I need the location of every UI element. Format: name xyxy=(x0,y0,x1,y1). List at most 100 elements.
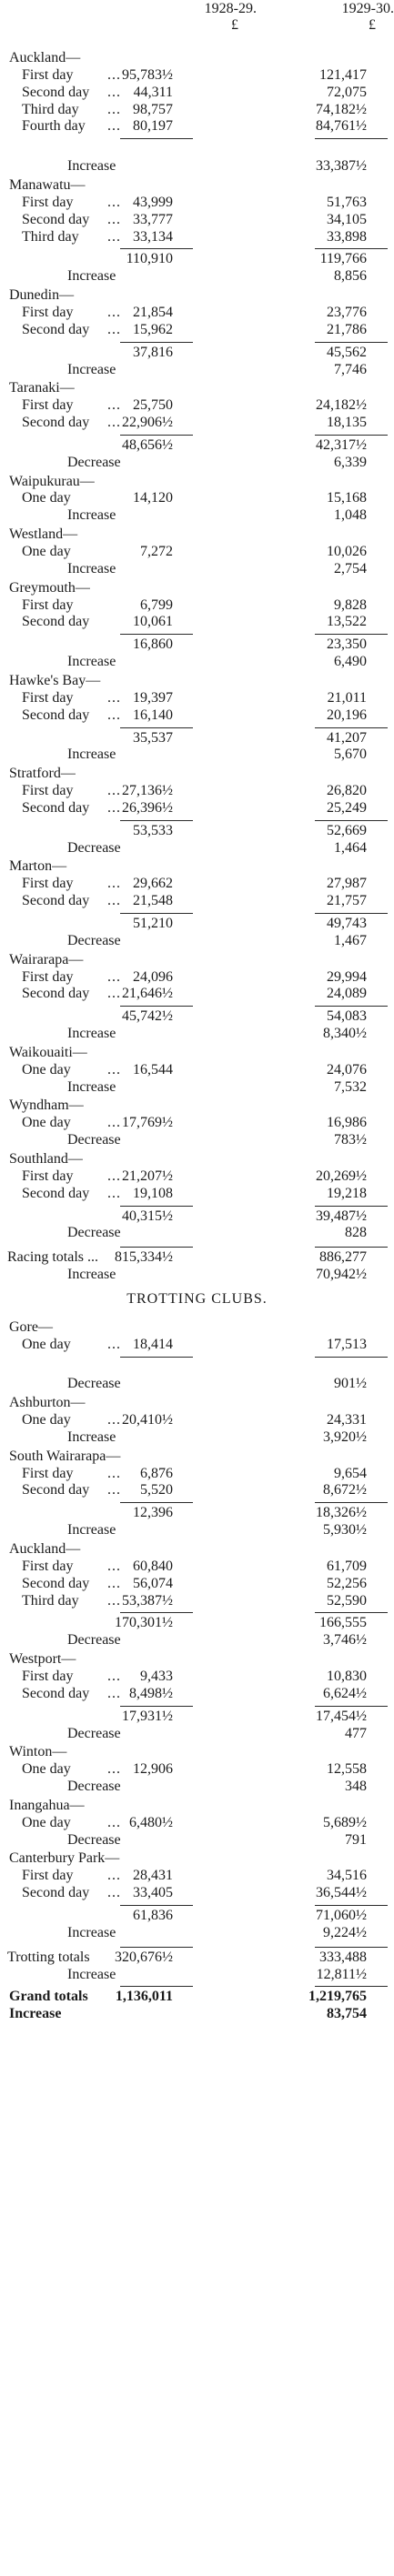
row-label: Decrease xyxy=(67,454,121,470)
row-label: Increase xyxy=(67,507,116,524)
club-total-row: 53,533 52,669 xyxy=(0,822,394,840)
sum-rule xyxy=(120,1502,193,1504)
change-label: Increase xyxy=(9,2006,62,2022)
value-1928-29: 44,311 xyxy=(133,84,173,100)
leader-dots: ... xyxy=(107,304,121,320)
row-label: Decrease xyxy=(67,1376,121,1392)
club-total-row: 48,656½ 42,317½ xyxy=(0,437,394,455)
leader-dots: ... xyxy=(107,321,121,337)
row-label: Increase xyxy=(67,1078,116,1095)
row-label: Second day xyxy=(22,1575,90,1591)
row-label: Second day xyxy=(22,321,90,337)
leader-dots: ... xyxy=(107,1668,121,1684)
club-total-row: 17,931½ 17,454½ xyxy=(0,1709,394,1726)
value-1929-30: 52,256 xyxy=(327,1575,367,1591)
value-1929-30: 71,060½ xyxy=(316,1908,367,1923)
row-label: Decrease xyxy=(67,1132,121,1148)
row-label: Second day xyxy=(22,84,90,100)
entry-row: Third day... 33,134 33,898 xyxy=(0,229,394,246)
value-1929-30: 13,522 xyxy=(327,614,367,630)
value-1928-29: 18,414 xyxy=(133,1336,173,1352)
value-1928-29: 21,646½ xyxy=(122,986,173,1002)
value-1929-30: 36,544½ xyxy=(316,1885,367,1901)
club-name: Manawatu— xyxy=(0,177,394,195)
row-label: One day xyxy=(22,1115,71,1131)
value-1929-30: 121,417 xyxy=(319,66,367,83)
currency-symbol: £ xyxy=(369,17,376,33)
value-1929-30: 21,011 xyxy=(327,689,367,706)
leader-dots: ... xyxy=(107,1592,121,1609)
value-1928-29: 53,533 xyxy=(133,822,173,838)
value-1928-29: 12,906 xyxy=(133,1761,173,1778)
row-label: Second day xyxy=(22,1185,90,1201)
value-1929-30: 17,454½ xyxy=(316,1708,367,1724)
change-value: 83,754 xyxy=(327,2006,367,2022)
club-label: Inangahua— xyxy=(9,1797,85,1813)
value-1928-29: 170,301½ xyxy=(115,1615,173,1631)
row-label: Decrease xyxy=(67,1779,121,1794)
club-total-row: 12,396 18,326½ xyxy=(0,1506,394,1522)
entry-row: Second day... 56,074 52,256 xyxy=(0,1575,394,1593)
row-label: Decrease xyxy=(67,1831,121,1848)
racing-totals-1929-30: 886,277 xyxy=(319,1249,367,1266)
value-1929-30: 6,339 xyxy=(334,454,367,470)
change-row: Increase 7,746 xyxy=(0,362,394,379)
entry-row: Second day... 16,140 20,196 xyxy=(0,707,394,725)
value-1929-30: 791 xyxy=(345,1831,367,1848)
leader-dots: ... xyxy=(107,968,121,985)
leader-dots: ... xyxy=(107,689,121,706)
leader-dots: ... xyxy=(107,1868,121,1884)
leader-dots: ... xyxy=(107,1482,121,1498)
value-1929-30: 39,487½ xyxy=(316,1208,367,1224)
row-label: Increase xyxy=(67,747,116,763)
entry-row: Second day... 5,520 8,672½ xyxy=(0,1483,394,1499)
racing-totals-change: Increase 70,942½ xyxy=(0,1268,394,1284)
currency-symbol: £ xyxy=(231,17,238,33)
change-row: Increase 8,856 xyxy=(0,269,394,286)
leader-dots: ... xyxy=(107,1168,121,1184)
change-row: Decrease 783½ xyxy=(0,1133,394,1149)
value-1929-30: 1,048 xyxy=(334,507,367,524)
value-1928-29: 56,074 xyxy=(133,1575,173,1591)
club-name: Auckland— xyxy=(0,51,394,67)
change-row: Increase 1,048 xyxy=(0,508,394,525)
value-1928-29: 17,931½ xyxy=(122,1708,173,1724)
value-1929-30: 52,669 xyxy=(327,822,367,838)
row-label: First day xyxy=(22,1168,74,1184)
row-label: One day xyxy=(22,1336,71,1352)
value-1928-29: 16,544 xyxy=(133,1061,173,1078)
entry-row: Third day... 53,387½ 52,590 xyxy=(0,1592,394,1610)
value-1929-30: 34,516 xyxy=(327,1868,367,1884)
entry-row: One day... 17,769½ 16,986 xyxy=(0,1116,394,1132)
value-1929-30: 348 xyxy=(345,1779,367,1794)
club-label: Ashburton— xyxy=(9,1395,86,1411)
change-row: Increase 3,920½ xyxy=(0,1429,394,1447)
club-label: Hawke's Bay— xyxy=(9,672,101,688)
club-label: Marton— xyxy=(9,858,67,875)
sum-rule xyxy=(120,727,193,728)
entry-row: First day... 6,876 9,654 xyxy=(0,1466,394,1483)
leader-dots: ... xyxy=(107,893,121,909)
value-1929-30: 901½ xyxy=(334,1376,367,1392)
row-label: First day xyxy=(22,783,74,798)
value-1929-30: 5,930½ xyxy=(323,1522,367,1539)
value-1928-29: 9,433 xyxy=(140,1668,173,1684)
value-1928-29: 7,272 xyxy=(140,544,173,559)
sum-rule xyxy=(315,1946,388,1948)
entry-row: Second day... 26,396½ 25,249 xyxy=(0,800,394,817)
leader-dots: ... xyxy=(107,876,121,892)
row-label: Increase xyxy=(67,1522,116,1539)
row-label: Decrease xyxy=(67,1632,121,1649)
leader-dots: ... xyxy=(107,194,121,210)
entry-row: First day... 27,136½ 26,820 xyxy=(0,784,394,800)
change-value: 70,942½ xyxy=(316,1267,367,1283)
grand-totals-row: Grand totals 1,136,011 1,219,765 xyxy=(0,1990,394,2006)
entry-row: First day... 24,096 29,994 xyxy=(0,968,394,987)
trotting-totals-label: Trotting totals xyxy=(7,1949,90,1965)
entry-row: One day... 6,480½ 5,689½ xyxy=(0,1815,394,1832)
value-1928-29: 27,136½ xyxy=(122,783,173,798)
change-row: Increase 33,387½ xyxy=(0,159,394,175)
value-1929-30: 2,754 xyxy=(334,560,367,576)
value-1928-29: 16,860 xyxy=(133,636,173,653)
entry-row: One day 7,272 10,026 xyxy=(0,545,394,561)
